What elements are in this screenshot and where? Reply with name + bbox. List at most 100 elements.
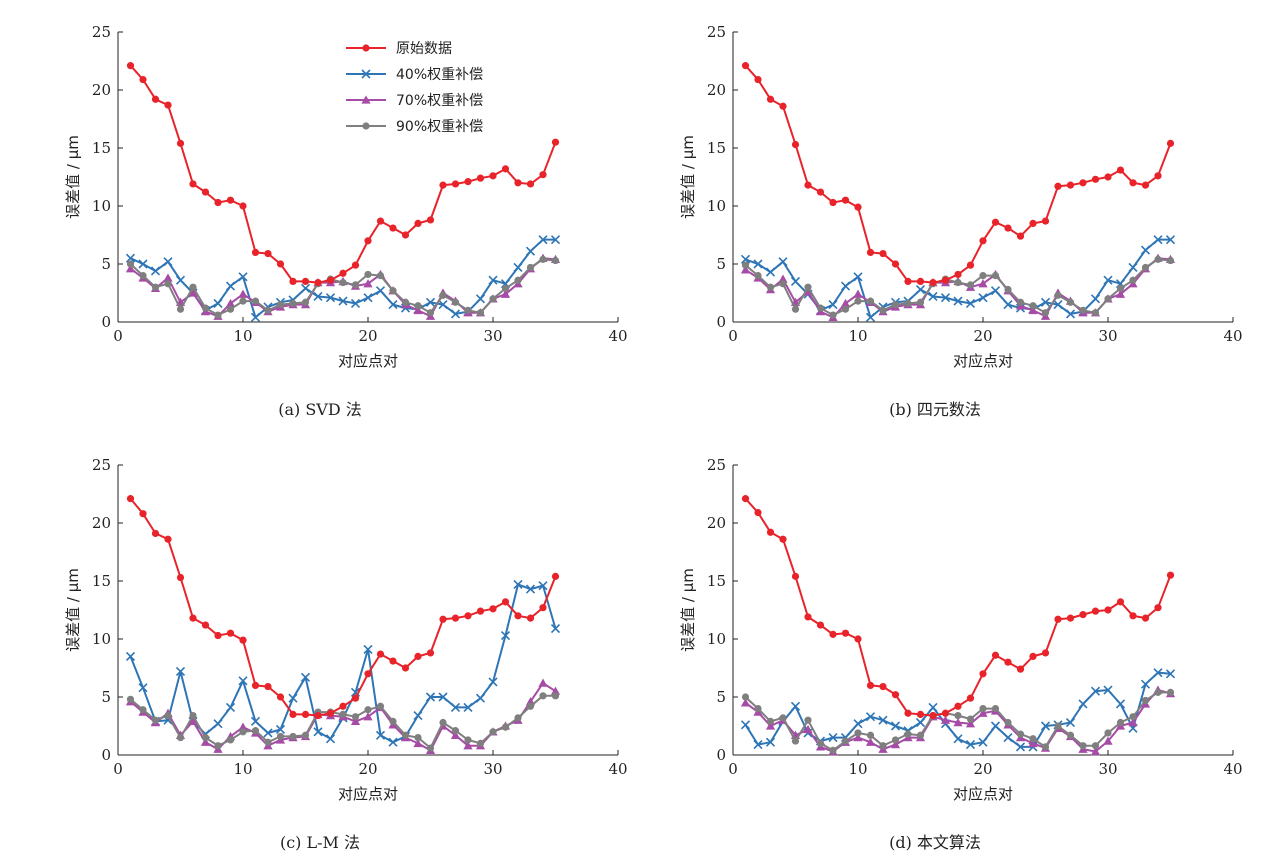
data-point-0	[389, 224, 397, 232]
x-tick-label: 30	[483, 760, 502, 778]
data-point-3	[954, 711, 962, 720]
data-point-0	[1041, 649, 1050, 657]
data-point-0	[214, 631, 222, 640]
data-point-2	[1090, 746, 1101, 756]
data-point-3	[816, 739, 825, 747]
data-point-0	[879, 682, 887, 691]
y-tick-label: 10	[707, 197, 726, 215]
data-point-0	[164, 535, 172, 543]
series-3	[126, 255, 560, 319]
data-point-0	[1079, 611, 1087, 619]
data-point-3	[226, 736, 235, 744]
data-point-1	[238, 676, 248, 686]
data-point-3	[1091, 742, 1100, 750]
data-point-3	[1004, 285, 1012, 294]
data-point-0	[1091, 607, 1100, 615]
data-point-3	[264, 738, 272, 746]
data-point-3	[451, 727, 460, 735]
data-point-0	[539, 171, 547, 179]
data-point-3	[551, 256, 560, 265]
data-point-0	[916, 710, 925, 718]
data-point-3	[741, 261, 750, 269]
data-point-2	[350, 716, 361, 726]
data-point-1	[263, 728, 273, 738]
data-point-1	[1153, 668, 1163, 678]
data-point-3	[514, 276, 522, 284]
series-0	[741, 62, 1175, 287]
data-point-0	[916, 277, 925, 285]
data-point-3	[804, 283, 812, 291]
data-point-3	[164, 711, 172, 720]
data-point-1	[213, 298, 223, 309]
data-point-0	[289, 277, 297, 285]
data-point-0	[326, 276, 335, 284]
data-point-3	[189, 711, 197, 720]
data-point-0	[1016, 665, 1025, 673]
data-point-0	[841, 196, 850, 204]
data-point-0	[1104, 606, 1112, 614]
x-tick-label: 30	[1098, 327, 1117, 345]
data-point-3	[426, 309, 435, 317]
data-point-1	[513, 579, 523, 590]
legend-marker	[362, 122, 370, 130]
data-point-0	[551, 138, 560, 146]
data-point-2	[125, 264, 136, 273]
legend-label: 40%权重补偿	[396, 67, 483, 83]
data-point-3	[1029, 302, 1037, 310]
data-point-1	[550, 235, 561, 245]
data-point-0	[979, 670, 987, 678]
data-point-0	[451, 180, 460, 188]
data-point-0	[176, 573, 185, 582]
legend-marker	[361, 69, 371, 79]
data-point-0	[176, 139, 185, 147]
data-point-0	[339, 269, 347, 277]
data-point-3	[239, 728, 247, 736]
data-point-1	[790, 276, 801, 286]
data-point-0	[1141, 181, 1150, 189]
data-point-3	[1116, 284, 1125, 292]
data-point-1	[438, 692, 448, 702]
data-point-1	[363, 293, 373, 303]
data-point-1	[175, 275, 186, 285]
data-point-0	[501, 165, 510, 173]
chart-panel-a: 0 10 20 30 40 0 5 10 15 20 25 对应点对 误差值 / μm 原始数据 40%权重…	[10, 0, 630, 430]
data-point-3	[1166, 688, 1175, 696]
data-point-1	[238, 272, 248, 282]
data-point-2	[550, 686, 561, 695]
data-point-0	[754, 508, 762, 517]
x-axis-label: 对应点对	[338, 352, 398, 370]
data-point-3	[539, 692, 547, 700]
data-point-0	[314, 278, 322, 287]
data-point-2	[238, 289, 248, 298]
data-point-1	[928, 702, 938, 713]
data-point-3	[1016, 298, 1025, 306]
series-0	[126, 495, 560, 720]
data-point-0	[526, 180, 535, 188]
data-point-0	[189, 180, 197, 188]
data-point-1	[300, 283, 311, 293]
data-point-3	[1154, 255, 1162, 263]
data-point-3	[126, 695, 135, 703]
data-point-0	[1066, 181, 1075, 189]
x-tick-label: 40	[608, 760, 627, 778]
data-point-1	[213, 719, 223, 729]
data-point-1	[1090, 686, 1101, 696]
x-tick-label: 10	[848, 760, 867, 778]
data-point-3	[1054, 291, 1062, 299]
x-tick-label: 0	[113, 760, 123, 778]
data-point-3	[766, 283, 775, 291]
data-point-1	[538, 235, 548, 245]
data-point-2	[778, 274, 788, 283]
data-point-0	[314, 711, 322, 720]
chart-svg-a: 0 10 20 30 40 0 5 10 15 20 25 对应点对 误差值 / μm 原始数据 40%权重…	[64, 23, 628, 370]
data-point-0	[1166, 139, 1175, 147]
data-point-2	[363, 279, 373, 288]
x-tick-label: 20	[358, 327, 377, 345]
x-tick-label: 30	[483, 327, 502, 345]
data-point-1	[928, 291, 938, 302]
x-tick-label: 30	[1098, 760, 1117, 778]
data-point-0	[239, 202, 247, 210]
data-point-1	[175, 666, 186, 677]
data-point-3	[891, 736, 900, 744]
data-point-1	[225, 281, 236, 291]
